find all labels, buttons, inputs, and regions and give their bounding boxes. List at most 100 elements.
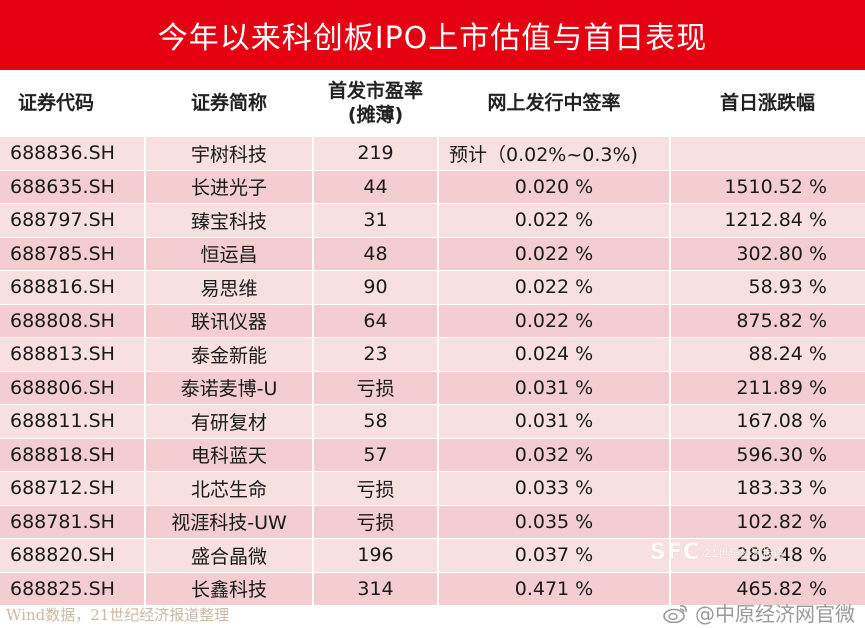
cell-change: 1510.52 % — [669, 169, 865, 204]
cell-pe: 57 — [312, 437, 438, 472]
cell-name: 宇树科技 — [144, 136, 313, 171]
cell-name: 长进光子 — [144, 169, 313, 204]
cell-name: 盛合晶微 — [144, 538, 313, 573]
cell-name: 易思维 — [144, 270, 313, 305]
cell-change: 102.82 % — [669, 504, 865, 539]
cell-pe: 64 — [312, 303, 438, 338]
table-row: 688836.SH 宇树科技 219 预计（0.02%~0.3%) — [0, 136, 865, 171]
cell-code: 688825.SH — [0, 571, 145, 606]
cell-pe: 219 — [312, 136, 438, 171]
header-change: 首日涨跌幅 — [670, 70, 865, 137]
weibo-watermark: @中原经济网官微 — [663, 598, 855, 627]
ipo-table: 证券代码 证券简称 首发市盈率 (摊薄) 网上发行中签率 首日涨跌幅 68883… — [0, 70, 865, 606]
cell-pe: 亏损 — [312, 471, 438, 506]
cell-name: 联讯仪器 — [144, 303, 313, 338]
cell-name: 北芯生命 — [144, 471, 313, 506]
header-name: 证券简称 — [145, 70, 313, 137]
cell-code: 688781.SH — [0, 504, 145, 539]
cell-pe: 23 — [312, 337, 438, 372]
cell-rate: 预计（0.02%~0.3%) — [437, 136, 670, 171]
cell-rate: 0.031 % — [437, 404, 670, 439]
cell-code: 688797.SH — [0, 203, 145, 238]
cell-rate: 0.037 % — [437, 538, 670, 573]
cell-pe: 90 — [312, 270, 438, 305]
cell-change: 167.08 % — [669, 404, 865, 439]
cell-code: 688808.SH — [0, 303, 145, 338]
cell-rate: 0.022 % — [437, 303, 670, 338]
cell-name: 臻宝科技 — [144, 203, 313, 238]
table-row: 688808.SH 联讯仪器 64 0.022 % 875.82 % — [0, 303, 865, 338]
cell-pe: 196 — [312, 538, 438, 573]
cell-pe: 31 — [312, 203, 438, 238]
weibo-icon — [663, 604, 687, 623]
cell-code: 688836.SH — [0, 136, 145, 171]
cell-pe: 314 — [312, 571, 438, 606]
cell-change: 88.24 % — [669, 337, 865, 372]
cell-name: 电科蓝天 — [144, 437, 313, 472]
cell-code: 688712.SH — [0, 471, 145, 506]
cell-rate: 0.471 % — [437, 571, 670, 606]
cell-code: 688813.SH — [0, 337, 145, 372]
cell-name: 有研复材 — [144, 404, 313, 439]
table-row: 688806.SH 泰诺麦博-U 亏损 0.031 % 211.89 % — [0, 370, 865, 405]
cell-pe: 44 — [312, 169, 438, 204]
cell-rate: 0.024 % — [437, 337, 670, 372]
cell-change: 875.82 % — [669, 303, 865, 338]
page-title: 今年以来科创板IPO上市估值与首日表现 — [157, 21, 708, 56]
cell-name: 泰诺麦博-U — [144, 370, 313, 405]
cell-change: 289.48 % — [669, 538, 865, 573]
table-body: 688836.SH 宇树科技 219 预计（0.02%~0.3%) 688635.SH 长… — [0, 136, 865, 606]
table-row: 688781.SH 视涯科技-UW 亏损 0.035 % 102.82 % — [0, 504, 865, 539]
title-bar: 今年以来科创板IPO上市估值与首日表现 — [0, 0, 865, 70]
cell-rate: 0.022 % — [437, 270, 670, 305]
cell-name: 恒运昌 — [144, 236, 313, 271]
table-row: 688818.SH 电科蓝天 57 0.032 % 596.30 % — [0, 437, 865, 472]
cell-change: 1212.84 % — [669, 203, 865, 238]
cell-pe: 亏损 — [312, 370, 438, 405]
cell-name: 长鑫科技 — [144, 571, 313, 606]
cell-rate: 0.022 % — [437, 203, 670, 238]
cell-name: 泰金新能 — [144, 337, 313, 372]
table-row: 688816.SH 易思维 90 0.022 % 58.93 % — [0, 270, 865, 305]
cell-code: 688816.SH — [0, 270, 145, 305]
cell-code: 688820.SH — [0, 538, 145, 573]
table-row: 688712.SH 北芯生命 亏损 0.033 % 183.33 % — [0, 471, 865, 506]
cell-change: 465.82 % — [669, 571, 865, 606]
table-row: 688825.SH 长鑫科技 314 0.471 % 465.82 % — [0, 571, 865, 606]
cell-change: 58.93 % — [669, 270, 865, 305]
cell-change: 302.80 % — [669, 236, 865, 271]
cell-change: 596.30 % — [669, 437, 865, 472]
header-code: 证券代码 — [0, 70, 145, 137]
cell-code: 688806.SH — [0, 370, 145, 405]
table-row: 688811.SH 有研复材 58 0.031 % 167.08 % — [0, 404, 865, 439]
header-pe-line2: (摊薄) — [347, 104, 404, 126]
table-row: 688820.SH 盛合晶微 196 0.037 % 289.48 % — [0, 538, 865, 573]
weibo-handle: @中原经济网官微 — [695, 602, 855, 626]
cell-change — [669, 136, 865, 171]
table-row: 688797.SH 臻宝科技 31 0.022 % 1212.84 % — [0, 203, 865, 238]
cell-change: 183.33 % — [669, 471, 865, 506]
table-row: 688813.SH 泰金新能 23 0.024 % 88.24 % — [0, 337, 865, 372]
table-header: 证券代码 证券简称 首发市盈率 (摊薄) 网上发行中签率 首日涨跌幅 — [0, 70, 865, 137]
header-rate: 网上发行中签率 — [438, 70, 670, 137]
cell-code: 688818.SH — [0, 437, 145, 472]
table-row: 688635.SH 长进光子 44 0.020 % 1510.52 % — [0, 169, 865, 204]
header-pe: 首发市盈率 (摊薄) — [313, 70, 438, 137]
cell-code: 688635.SH — [0, 169, 145, 204]
cell-name: 视涯科技-UW — [144, 504, 313, 539]
cell-code: 688785.SH — [0, 236, 145, 271]
cell-pe: 58 — [312, 404, 438, 439]
cell-code: 688811.SH — [0, 404, 145, 439]
cell-pe: 48 — [312, 236, 438, 271]
table-row: 688785.SH 恒运昌 48 0.022 % 302.80 % — [0, 236, 865, 271]
cell-change: 211.89 % — [669, 370, 865, 405]
cell-rate: 0.032 % — [437, 437, 670, 472]
header-pe-line1: 首发市盈率 — [327, 80, 423, 102]
cell-pe: 亏损 — [312, 504, 438, 539]
source-note: Wind数据，21世纪经济报道整理 — [6, 606, 230, 624]
cell-rate: 0.033 % — [437, 471, 670, 506]
cell-rate: 0.020 % — [437, 169, 670, 204]
cell-rate: 0.022 % — [437, 236, 670, 271]
cell-rate: 0.031 % — [437, 370, 670, 405]
